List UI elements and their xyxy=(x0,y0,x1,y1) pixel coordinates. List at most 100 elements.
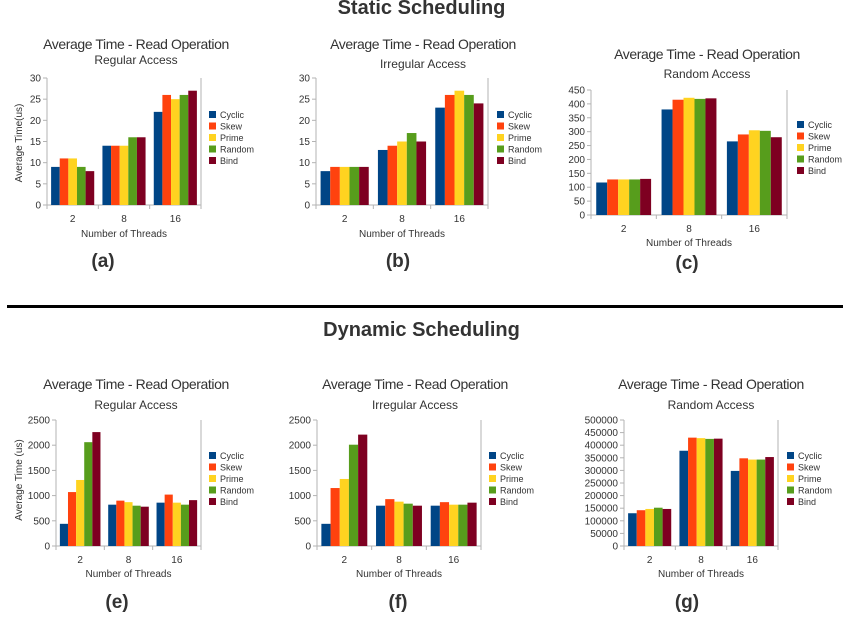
section-divider xyxy=(7,305,843,308)
y-tick-label: 0 xyxy=(612,542,618,553)
chart-title: Average Time - Read Operation xyxy=(43,376,229,392)
legend-swatch-bind xyxy=(787,498,794,505)
bar-random-8 xyxy=(128,137,137,205)
bar-random-16 xyxy=(759,130,771,215)
x-tick-label: 16 xyxy=(747,555,759,566)
bar-random-16 xyxy=(458,504,468,546)
bar-random-8 xyxy=(406,133,417,205)
y-tick-label: 150 xyxy=(568,169,585,180)
y-tick-label: 2500 xyxy=(289,416,312,427)
legend-label-bind: Bind xyxy=(508,156,526,166)
bar-random-16 xyxy=(464,94,474,205)
bar-random-16 xyxy=(180,504,190,546)
bar-skew-16 xyxy=(739,458,749,546)
legend-label-prime: Prime xyxy=(220,474,244,484)
x-tick-label: 16 xyxy=(454,214,466,225)
y-tick-label: 50 xyxy=(574,197,586,208)
y-tick-label: 10 xyxy=(30,158,42,169)
bar-prime-2 xyxy=(339,166,350,205)
bar-random-2 xyxy=(76,166,86,205)
legend-swatch-prime xyxy=(787,475,794,482)
bar-cyclic-8 xyxy=(377,149,388,205)
bar-random-16 xyxy=(756,459,766,546)
legend-label-skew: Skew xyxy=(500,463,523,473)
x-tick-label: 2 xyxy=(70,214,76,225)
panel-label-b: (b) xyxy=(385,251,411,272)
legend-label-cyclic: Cyclic xyxy=(798,451,822,461)
y-tick-label: 20 xyxy=(30,116,42,127)
legend-label-random: Random xyxy=(220,486,254,496)
chart-title: Average Time - Read Operation xyxy=(322,376,508,392)
chart-title: Average Time - Read Operation xyxy=(43,36,229,52)
x-tick-label: 2 xyxy=(77,555,83,566)
bar-random-2 xyxy=(348,444,359,546)
bar-random-2 xyxy=(629,179,641,215)
legend-swatch-prime xyxy=(497,134,504,141)
legend-label-bind: Bind xyxy=(798,497,816,507)
y-tick-label: 2000 xyxy=(289,441,312,452)
bar-skew-2 xyxy=(607,179,619,215)
x-axis-label: Number of Threads xyxy=(646,238,732,249)
bar-prime-8 xyxy=(119,145,129,205)
chart-subtitle: Irregular Access xyxy=(372,398,458,412)
legend-swatch-prime xyxy=(797,144,804,151)
legend-swatch-bind xyxy=(489,498,496,505)
bar-cyclic-16 xyxy=(435,107,445,205)
chart-subtitle: Irregular Access xyxy=(380,57,466,71)
y-tick-label: 15 xyxy=(299,137,311,148)
x-tick-label: 8 xyxy=(686,224,692,235)
y-tick-label: 1000 xyxy=(28,491,51,502)
legend-swatch-random xyxy=(787,486,794,494)
bar-prime-8 xyxy=(683,97,695,215)
y-tick-label: 30 xyxy=(30,74,42,85)
y-tick-label: 200000 xyxy=(585,491,619,502)
bar-skew-16 xyxy=(444,94,455,205)
bar-random-2 xyxy=(653,507,663,546)
y-tick-label: 100 xyxy=(568,183,585,194)
legend-label-skew: Skew xyxy=(508,122,531,132)
legend-swatch-cyclic xyxy=(209,111,216,118)
bar-random-8 xyxy=(132,505,141,546)
bar-cyclic-2 xyxy=(59,523,68,546)
bar-bind-8 xyxy=(713,438,723,546)
dynamic-scheduling-heading: Dynamic Scheduling xyxy=(323,319,520,341)
bar-skew-2 xyxy=(636,510,646,546)
x-tick-label: 8 xyxy=(399,214,405,225)
legend-swatch-skew xyxy=(209,122,216,130)
legend-swatch-skew xyxy=(209,463,216,471)
legend-label-bind: Bind xyxy=(220,156,238,166)
bar-bind-16 xyxy=(467,502,477,546)
y-tick-label: 450000 xyxy=(585,428,619,439)
legend-swatch-random xyxy=(209,145,216,153)
bar-bind-8 xyxy=(412,505,422,546)
y-tick-label: 350000 xyxy=(585,453,619,464)
bar-cyclic-2 xyxy=(628,513,637,546)
bar-skew-16 xyxy=(439,502,450,546)
x-tick-label: 16 xyxy=(749,224,761,235)
bar-cyclic-8 xyxy=(679,450,689,546)
legend-label-cyclic: Cyclic xyxy=(220,451,244,461)
bar-skew-8 xyxy=(116,500,125,546)
y-tick-label: 5 xyxy=(304,179,310,190)
bar-bind-16 xyxy=(188,90,197,205)
legend-swatch-cyclic xyxy=(497,111,504,118)
bar-prime-16 xyxy=(172,502,181,546)
panel-label-g: (g) xyxy=(674,592,700,613)
legend-swatch-bind xyxy=(209,157,216,164)
bar-prime-16 xyxy=(449,504,459,546)
bar-random-8 xyxy=(694,98,706,215)
legend-label-random: Random xyxy=(220,145,254,155)
legend-swatch-cyclic xyxy=(787,452,794,459)
bar-bind-2 xyxy=(640,178,652,215)
y-tick-label: 0 xyxy=(44,542,50,553)
bar-prime-2 xyxy=(618,179,630,215)
bar-cyclic-2 xyxy=(51,166,60,205)
legend-swatch-skew xyxy=(489,463,496,471)
bar-cyclic-16 xyxy=(730,470,740,546)
y-tick-label: 200 xyxy=(568,155,585,166)
bar-random-8 xyxy=(403,503,413,546)
x-axis-label: Number of Threads xyxy=(81,229,167,240)
